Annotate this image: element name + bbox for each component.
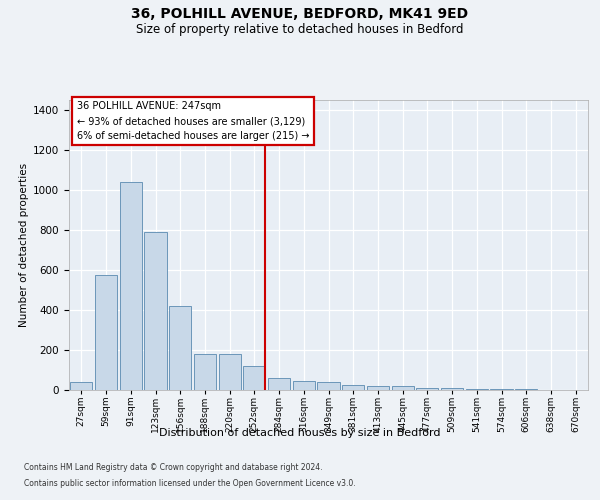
Bar [466,389,488,390]
Bar [317,382,340,390]
Bar [268,378,290,390]
Bar [392,386,414,390]
Bar [490,389,512,390]
Bar [218,354,241,390]
Text: Distribution of detached houses by size in Bedford: Distribution of detached houses by size … [159,428,441,438]
Bar [95,275,117,390]
Text: 36, POLHILL AVENUE, BEDFORD, MK41 9ED: 36, POLHILL AVENUE, BEDFORD, MK41 9ED [131,8,469,22]
Bar [441,388,463,390]
Bar [293,381,315,390]
Bar [194,354,216,390]
Text: 36 POLHILL AVENUE: 247sqm
← 93% of detached houses are smaller (3,129)
6% of sem: 36 POLHILL AVENUE: 247sqm ← 93% of detac… [77,102,309,141]
Text: Contains HM Land Registry data © Crown copyright and database right 2024.: Contains HM Land Registry data © Crown c… [24,464,323,472]
Text: Contains public sector information licensed under the Open Government Licence v3: Contains public sector information licen… [24,478,356,488]
Bar [367,386,389,390]
Bar [169,306,191,390]
Bar [243,366,265,390]
Bar [416,388,439,390]
Bar [145,232,167,390]
Bar [119,182,142,390]
Y-axis label: Number of detached properties: Number of detached properties [19,163,29,327]
Bar [70,382,92,390]
Text: Size of property relative to detached houses in Bedford: Size of property relative to detached ho… [136,22,464,36]
Bar [342,385,364,390]
